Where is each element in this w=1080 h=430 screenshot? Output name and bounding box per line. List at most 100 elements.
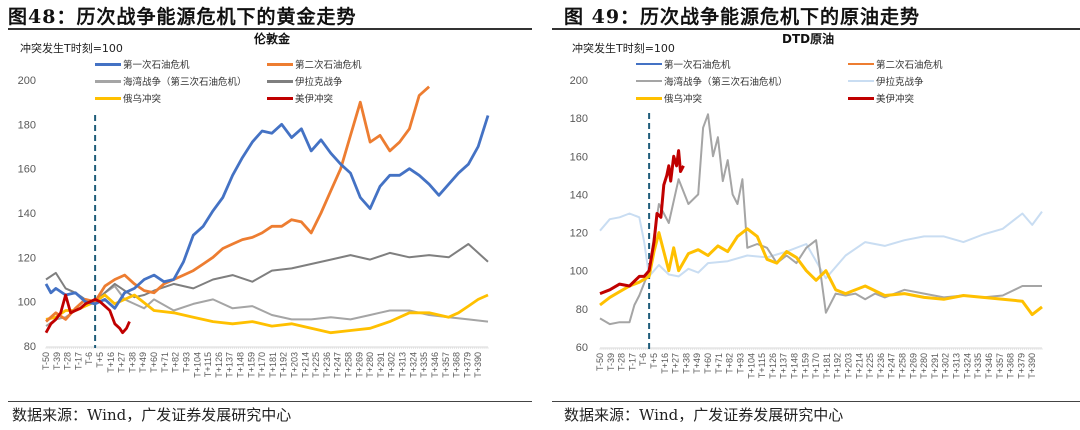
x-tick-label: T+302: [941, 353, 951, 379]
legend-item-us-iran: 美伊冲突: [848, 91, 914, 105]
x-tick-label: T+247: [333, 352, 343, 378]
legend-swatch: [267, 62, 293, 66]
series-line: [44, 115, 490, 310]
x-tick-label: T+148: [235, 352, 245, 378]
x-tick-label: T+236: [322, 352, 332, 378]
x-tick-label: T+115: [203, 352, 213, 377]
legend-item-gulf-war: 海湾战争（第三次石油危机）: [95, 74, 247, 88]
x-tick-label: T-17: [627, 353, 637, 371]
x-tick-label: T+390: [1027, 353, 1037, 379]
legend-item-oil-crisis-1: 第一次石油危机: [95, 57, 190, 71]
series-line: [45, 85, 431, 323]
legend-swatch: [636, 63, 662, 65]
legend-label: 伊拉克战争: [295, 77, 343, 88]
x-tick-label: T-6: [638, 353, 648, 366]
x-tick-label: T+82: [725, 353, 735, 374]
figure-49-title: 图 49：历次战争能源危机下的原油走势: [564, 6, 921, 28]
x-tick-label: T+38: [127, 352, 137, 373]
x-tick-label: T-28: [617, 353, 627, 371]
x-tick-label: T+93: [735, 353, 745, 374]
x-tick-label: T+346: [430, 352, 440, 378]
gold-chart-title: 伦敦金: [254, 32, 291, 46]
x-tick-label: T+379: [1016, 353, 1026, 379]
x-tick-label: T+368: [452, 352, 462, 378]
y-tick-label: 160: [18, 164, 36, 176]
x-tick-label: T+170: [257, 352, 267, 378]
legend-item-oil-crisis-1: 第一次石油危机: [636, 57, 731, 71]
x-tick-label: T+159: [800, 353, 810, 379]
y-tick-label: 80: [24, 341, 36, 353]
legend-swatch: [95, 96, 121, 100]
x-tick-label: T+236: [876, 353, 886, 379]
x-tick-label: T-39: [606, 353, 616, 371]
y-tick-label: 180: [570, 113, 588, 125]
x-tick-label: T+126: [768, 353, 778, 379]
x-tick-label: T+181: [268, 352, 278, 378]
series-line: [599, 227, 1043, 317]
title-divider: [552, 28, 1080, 30]
x-tick-label: T+126: [214, 352, 224, 378]
x-tick-label: T+313: [398, 352, 408, 378]
y-tick-label: 60: [576, 342, 588, 354]
series-line: [45, 243, 489, 303]
x-tick-label: T+346: [984, 353, 994, 379]
data-source-note: 数据来源：Wind，广发证券发展研究中心: [564, 406, 844, 424]
x-tick-label: T+82: [171, 352, 181, 373]
x-tick-label: T+269: [354, 352, 364, 378]
y-tick-label: 200: [570, 75, 588, 87]
x-tick-label: T-50: [595, 353, 605, 371]
legend-label: 海湾战争（第三次石油危机）: [123, 77, 247, 88]
x-tick-label: T-39: [52, 352, 62, 370]
figure-48-title: 图48：历次战争能源危机下的黄金走势: [8, 6, 357, 28]
data-source-note: 数据来源：Wind，广发证券发展研究中心: [12, 406, 292, 424]
legend-label: 第二次石油危机: [295, 60, 362, 71]
x-tick-label: T+357: [995, 353, 1005, 379]
legend-swatch: [636, 80, 662, 82]
x-tick-label: T+148: [789, 353, 799, 379]
x-tick-label: T+181: [822, 353, 832, 379]
legend-swatch: [267, 79, 293, 83]
legend-item-us-iran: 美伊冲突: [267, 91, 333, 105]
x-tick-label: T+390: [473, 352, 483, 378]
legend-swatch: [636, 96, 662, 100]
x-tick-label: T+302: [387, 352, 397, 378]
y-tick-label: 100: [18, 297, 36, 309]
legend-swatch: [848, 96, 874, 100]
legend-item-oil-crisis-2: 第二次石油危机: [267, 57, 362, 71]
legend-swatch: [95, 79, 121, 83]
y-tick-label: 180: [18, 119, 36, 131]
x-tick-label: T+291: [376, 352, 386, 378]
x-tick-label: T+16: [660, 353, 670, 374]
x-tick-label: T+203: [844, 353, 854, 379]
x-tick-label: T+379: [462, 352, 472, 378]
legend-label: 美伊冲突: [295, 94, 334, 105]
x-tick-label: T+324: [962, 353, 972, 379]
y-tick-label: 100: [570, 266, 588, 278]
legend-item-russia-ukraine: 俄乌冲突: [636, 91, 702, 105]
x-tick-label: T+335: [419, 352, 429, 378]
gold-y-note: 冲突发生T时刻=100: [20, 42, 123, 55]
oil-figure-panel: 图 49：历次战争能源危机下的原油走势 DTD原油 冲突发生T时刻=100 第一…: [540, 0, 1080, 430]
x-tick-label: T+27: [671, 353, 681, 374]
x-tick-label: T+38: [681, 353, 691, 374]
y-tick-label: 120: [18, 252, 36, 264]
legend-label: 海湾战争（第三次石油危机）: [664, 77, 788, 88]
x-tick-label: T+170: [811, 353, 821, 379]
x-tick-label: T+104: [746, 353, 756, 379]
legend-label: 第一次石油危机: [664, 60, 731, 71]
x-tick-label: T+291: [930, 353, 940, 379]
x-tick-label: T+258: [898, 353, 908, 379]
x-tick-label: T+71: [714, 353, 724, 374]
x-tick-label: T+214: [300, 352, 310, 378]
x-tick-label: T+16: [106, 352, 116, 373]
x-tick-label: T+159: [246, 352, 256, 378]
legend-label: 第二次石油危机: [876, 60, 943, 71]
legend-label: 美伊冲突: [876, 94, 915, 105]
x-tick-label: T+93: [181, 352, 191, 373]
x-tick-label: T+192: [833, 353, 843, 379]
x-tick-label: T+269: [908, 353, 918, 379]
x-tick-label: T+280: [919, 353, 929, 379]
x-tick-label: T+225: [311, 352, 321, 378]
x-tick-label: T-6: [84, 352, 94, 365]
